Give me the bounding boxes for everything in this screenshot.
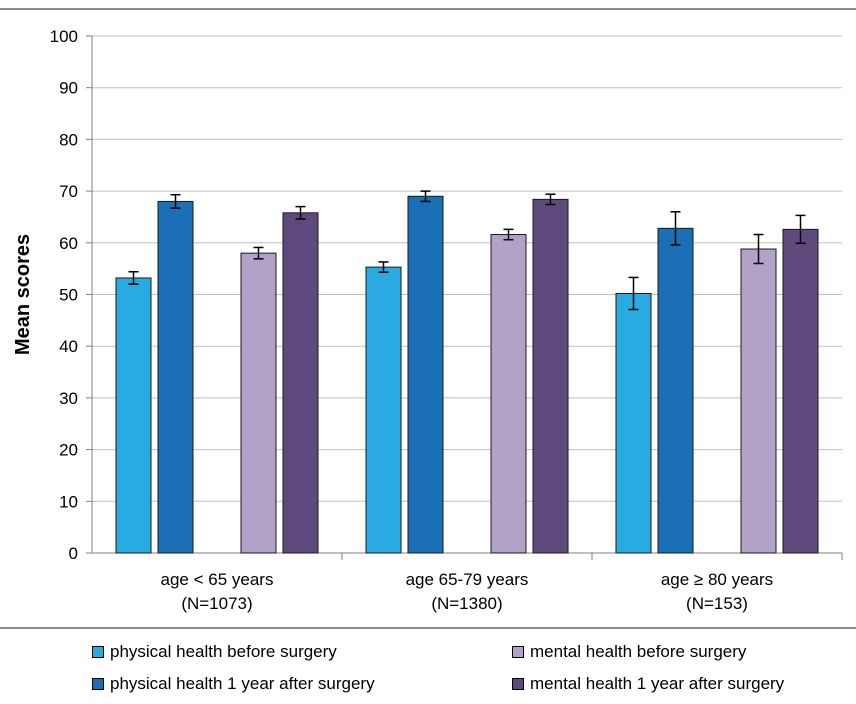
legend-label-mental-before: mental health before surgery — [530, 642, 747, 661]
bar — [740, 248, 777, 554]
y-tick-label: 60 — [59, 234, 78, 253]
legend-item-physical-after: physical health 1 year after surgery — [92, 674, 375, 694]
bar — [657, 227, 694, 554]
y-tick-label: 80 — [59, 130, 78, 149]
legend-item-mental-before: mental health before surgery — [512, 642, 746, 662]
legend-item-mental-after: mental health 1 year after surgery — [512, 674, 784, 694]
y-tick-label: 10 — [59, 492, 78, 511]
x-category-count: (N=153) — [686, 594, 748, 613]
x-category-count: (N=1073) — [181, 594, 252, 613]
bar — [157, 200, 194, 554]
y-tick-label: 30 — [59, 389, 78, 408]
y-tick-label: 90 — [59, 79, 78, 98]
y-tick-label: 0 — [69, 544, 78, 563]
bar — [365, 266, 402, 554]
legend-swatch-physical-after — [92, 678, 104, 690]
y-tick-label: 40 — [59, 337, 78, 356]
legend-swatch-physical-before — [92, 646, 104, 658]
x-category-label: age < 65 years — [161, 570, 274, 589]
bar — [615, 292, 652, 554]
bar — [407, 195, 444, 554]
x-category-count: (N=1380) — [431, 594, 502, 613]
bar — [782, 228, 819, 554]
y-tick-label: 100 — [50, 27, 78, 46]
bar — [282, 212, 319, 554]
y-axis-label: Mean scores — [12, 234, 34, 355]
y-tick-label: 70 — [59, 182, 78, 201]
legend-swatch-mental-after — [512, 678, 524, 690]
legend-swatch-mental-before — [512, 646, 524, 658]
bar — [532, 198, 569, 554]
bar — [490, 234, 527, 554]
x-category-label: age 65-79 years — [406, 570, 529, 589]
y-tick-label: 50 — [59, 286, 78, 305]
x-category-label: age ≥ 80 years — [661, 570, 773, 589]
legend-label-mental-after: mental health 1 year after surgery — [530, 674, 785, 693]
legend-label-physical-after: physical health 1 year after surgery — [110, 674, 375, 693]
legend-item-physical-before: physical health before surgery — [92, 642, 337, 662]
bar — [115, 277, 152, 554]
bar — [240, 252, 277, 554]
y-tick-label: 20 — [59, 441, 78, 460]
legend-label-physical-before: physical health before surgery — [110, 642, 337, 661]
